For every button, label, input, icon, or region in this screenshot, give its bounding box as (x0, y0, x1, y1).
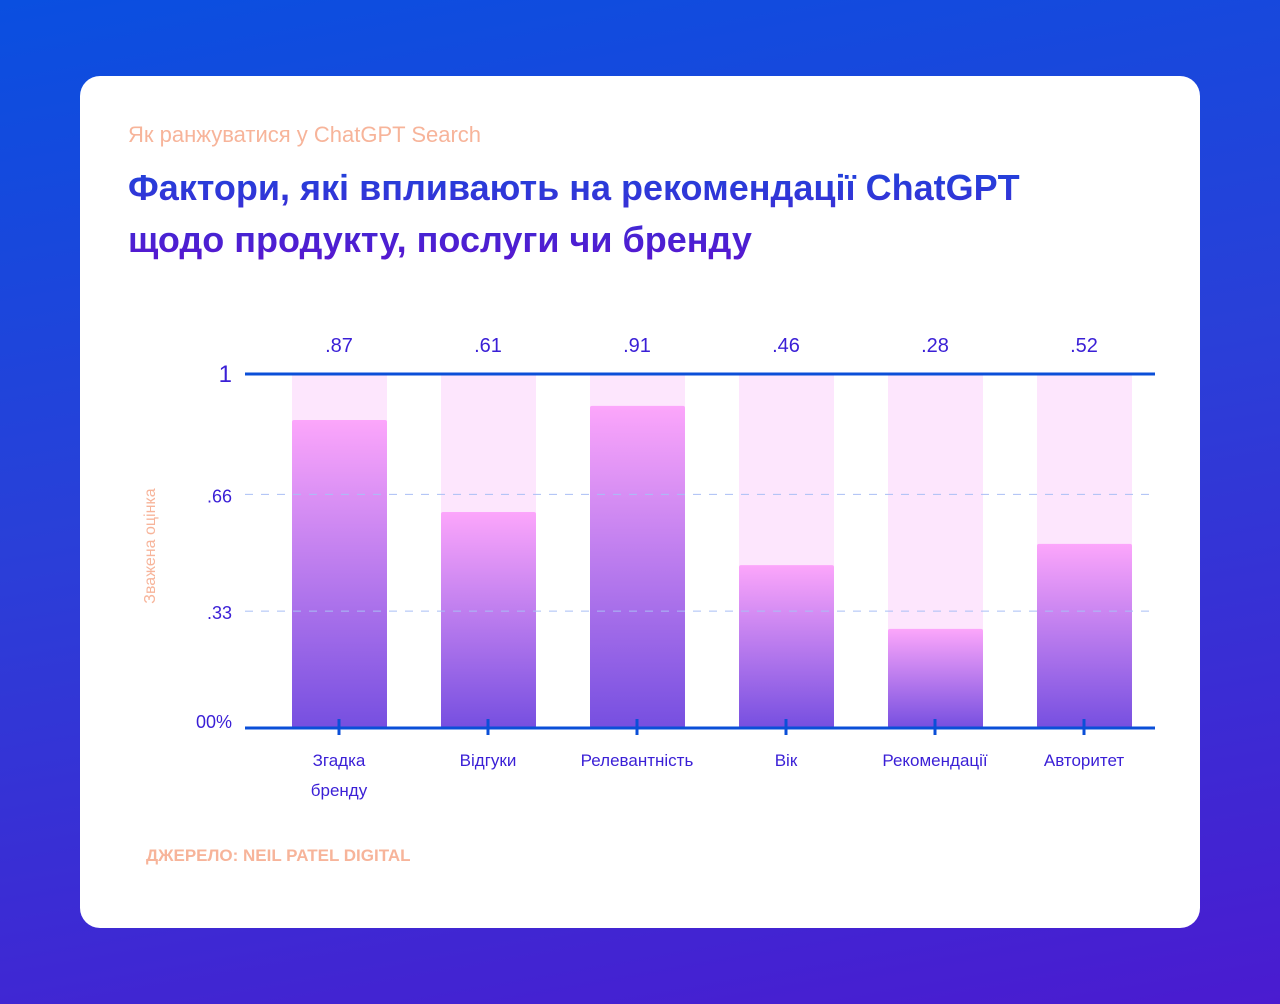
y-tick-label: 1 (219, 361, 232, 388)
y-tick-label: .66 (207, 486, 232, 506)
bar (441, 512, 536, 728)
data-label: .91 (623, 335, 651, 357)
data-label: .46 (772, 335, 800, 357)
bar (888, 628, 983, 728)
x-tick-label: бренду (311, 781, 368, 800)
data-label: .28 (921, 335, 949, 357)
y-axis-label: Зважена оцінка (142, 488, 159, 603)
chart-title: Фактори, які впливають на рекомендації C… (128, 162, 1108, 266)
kicker: Як ранжуватися у ChatGPT Search (128, 122, 482, 147)
x-tick-label: Рекомендації (882, 751, 988, 770)
y-tick-label: 00% (196, 712, 232, 732)
bar (1037, 543, 1132, 728)
chart-card: Як ранжуватися у ChatGPT Search Фактори,… (80, 76, 1200, 928)
bar (292, 420, 387, 728)
x-tick-label: Вік (775, 751, 798, 770)
x-tick-label: Згадка (313, 751, 366, 770)
y-tick-label: .33 (207, 603, 232, 623)
x-tick-label: Відгуки (460, 751, 517, 770)
data-label: .87 (325, 335, 353, 357)
data-label: .52 (1070, 335, 1098, 357)
x-tick-label: Релевантність (581, 751, 694, 770)
data-label: .61 (474, 335, 502, 357)
bar (739, 565, 834, 728)
source-note: ДЖЕРЕЛО: NEIL PATEL DIGITAL (146, 846, 411, 865)
x-tick-label: Авторитет (1044, 751, 1124, 770)
bar (590, 405, 685, 728)
